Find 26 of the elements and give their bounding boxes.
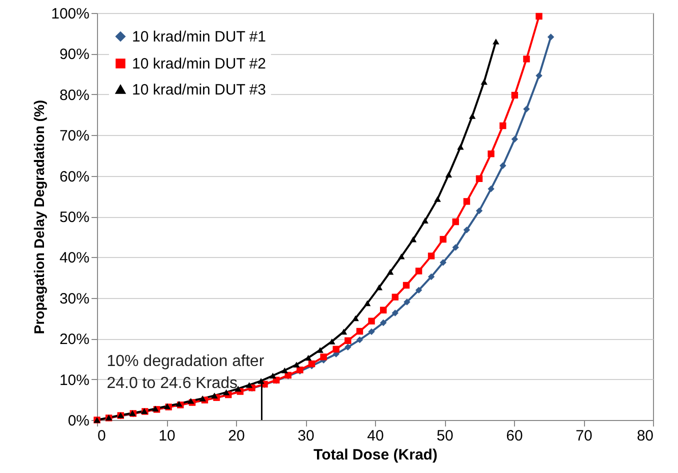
y-tick-label: 10%	[59, 372, 90, 389]
x-tick-label: 40	[367, 428, 384, 444]
y-tick-label: 20%	[59, 331, 90, 348]
y-axis-title: Propagation Delay Degradation (%)	[31, 100, 48, 334]
x-tick-label: 70	[576, 428, 592, 444]
y-tick-label: 80%	[59, 86, 90, 104]
x-tick-label: 50	[436, 428, 454, 444]
legend-label: 10 krad/min DUT #3	[132, 82, 266, 98]
annotation: 10% degradation after 24.0 to 24.6 Krads	[106, 352, 265, 392]
y-tick-label: 50%	[59, 209, 90, 226]
y-tick-label: 40%	[59, 250, 90, 267]
x-axis-title: Total Dose (Krad)	[314, 446, 438, 464]
y-tick-label: 0%	[68, 412, 90, 430]
legend-label: 10 krad/min DUT #1	[132, 28, 266, 46]
x-tick-label: 80	[636, 428, 654, 444]
y-tick-label: 90%	[59, 46, 90, 64]
x-tick-label: 60	[506, 428, 523, 444]
legend-label: 10 krad/min DUT #2	[132, 56, 266, 72]
y-tick-label: 100%	[51, 6, 90, 22]
y-tick-label: 30%	[59, 290, 90, 308]
x-tick-label: 20	[228, 428, 245, 444]
x-tick-label: 30	[298, 428, 314, 444]
x-tick-label: 0	[98, 428, 106, 444]
y-tick-label: 70%	[59, 128, 90, 145]
y-tick-label: 60%	[59, 168, 90, 186]
x-tick-label: 10	[158, 428, 176, 444]
